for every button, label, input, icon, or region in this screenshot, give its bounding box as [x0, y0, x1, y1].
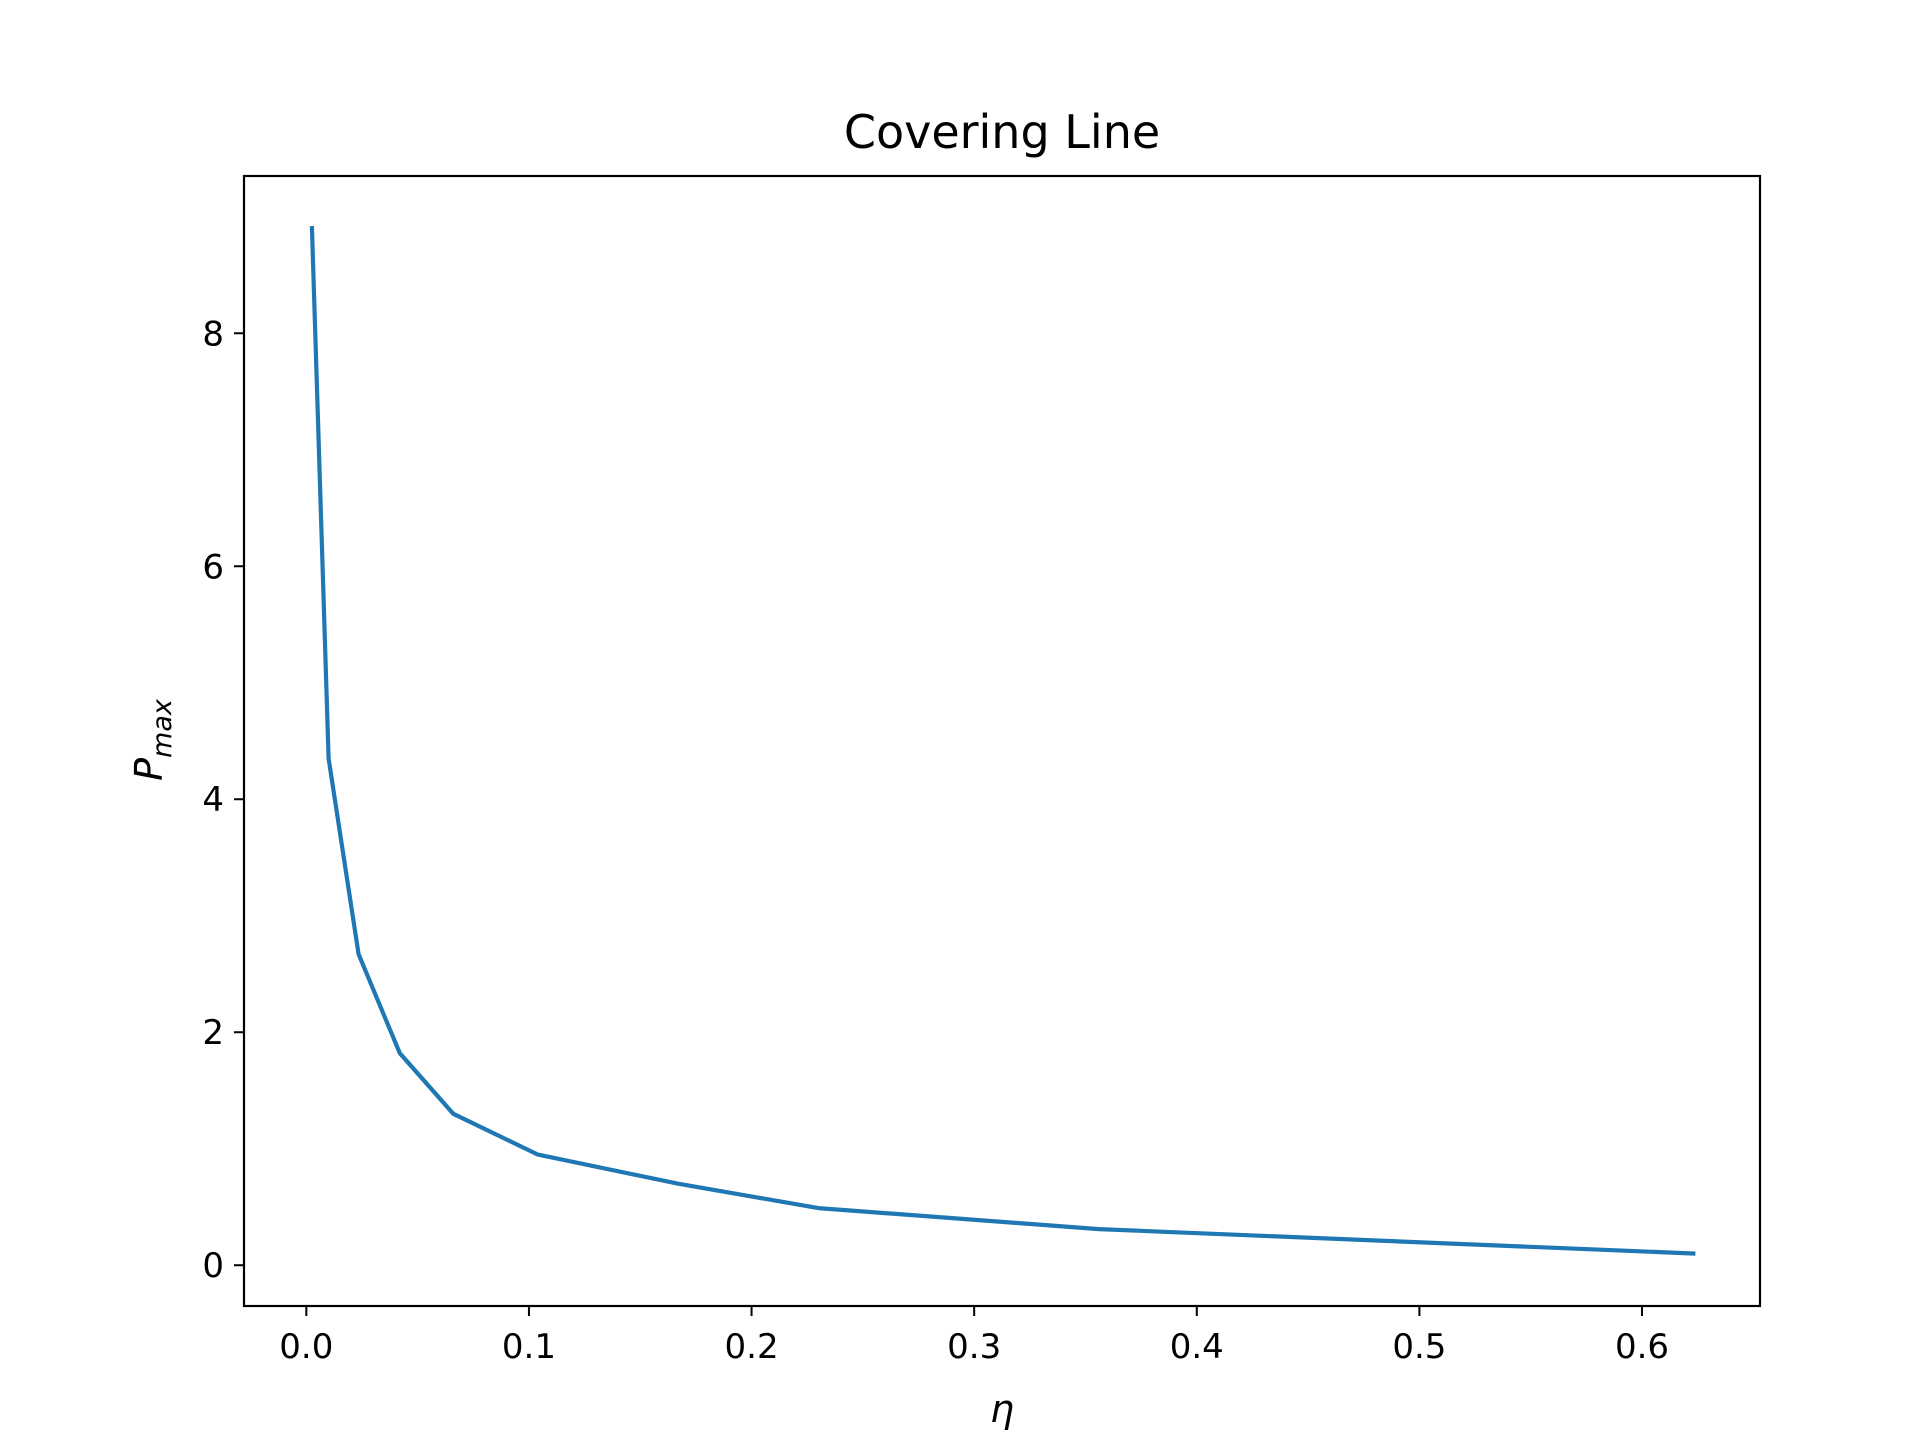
chart-title: Covering Line — [844, 105, 1160, 159]
x-tick-label: 0.2 — [725, 1327, 779, 1367]
y-tick-label: 4 — [202, 780, 224, 820]
y-axis-label-base: P — [127, 758, 171, 781]
y-tick-label: 2 — [202, 1013, 224, 1053]
series-line-0 — [309, 226, 1696, 1256]
x-tick-label: 0.1 — [502, 1327, 556, 1367]
x-tick-label: 0.5 — [1392, 1327, 1446, 1367]
x-tick-label: 0.4 — [1170, 1327, 1224, 1367]
y-tick-label: 8 — [202, 314, 224, 354]
plot-frame — [242, 174, 1762, 1308]
plot-area — [309, 226, 1696, 1256]
y-axis-label: Pmax — [127, 698, 178, 781]
x-axis-label: η — [990, 1387, 1014, 1431]
x-axis: 0.0 0.1 0.2 0.3 0.4 0.5 0.6 — [279, 1306, 1669, 1367]
x-tick-label: 0.3 — [947, 1327, 1001, 1367]
x-tick-label: 0.0 — [279, 1327, 333, 1367]
y-axis-label-subscript: max — [147, 698, 178, 758]
x-tick-label: 0.6 — [1615, 1327, 1669, 1367]
y-axis: 0 2 4 6 8 — [202, 314, 244, 1286]
y-tick-label: 0 — [202, 1246, 224, 1286]
y-tick-label: 6 — [202, 547, 224, 587]
